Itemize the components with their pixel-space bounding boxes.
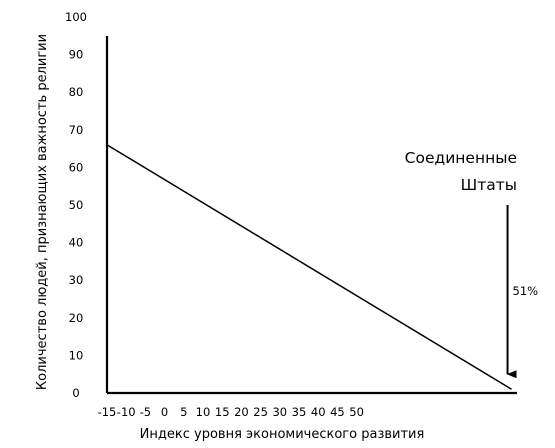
x-tick-label: 0 bbox=[161, 405, 168, 419]
x-tick-label: -15 bbox=[98, 405, 117, 419]
y-tick-label: 0 bbox=[72, 386, 79, 400]
series-group bbox=[106, 144, 512, 390]
annotation-text-line2: Штаты bbox=[461, 176, 517, 194]
x-tick-label: 30 bbox=[272, 405, 287, 419]
x-tick-label: 5 bbox=[180, 405, 187, 419]
y-tick-label: 10 bbox=[69, 348, 84, 362]
annotation-text-line1: Соединенные bbox=[405, 149, 517, 167]
y-tick-label: 40 bbox=[69, 236, 84, 250]
x-tick-label: 15 bbox=[215, 405, 230, 419]
y-tick-label: 60 bbox=[69, 160, 84, 174]
y-tick-label: 100 bbox=[65, 10, 87, 24]
annotation-value-label: 51% bbox=[513, 284, 539, 298]
x-tick-label: 10 bbox=[196, 405, 211, 419]
x-tick-label: 25 bbox=[253, 405, 268, 419]
x-tick-label: 35 bbox=[292, 405, 307, 419]
y-tick-label: 90 bbox=[69, 48, 84, 62]
y-tick-label: 50 bbox=[69, 198, 84, 212]
x-tick-label: 45 bbox=[330, 405, 345, 419]
y-tick-label: 70 bbox=[69, 123, 84, 137]
x-tick-label: 50 bbox=[349, 405, 364, 419]
x-tick-label: -5 bbox=[140, 405, 151, 419]
axes bbox=[105, 36, 517, 395]
x-tick-label: 40 bbox=[311, 405, 326, 419]
y-tick-label: 80 bbox=[69, 85, 84, 99]
y-tick-label: 30 bbox=[69, 273, 84, 287]
x-tick-label: -10 bbox=[117, 405, 136, 419]
x-axis-label: Индекс уровня экономического развития bbox=[140, 427, 425, 442]
y-axis-label: Количество людей, признающих важность ре… bbox=[35, 34, 50, 390]
y-tick-labels: 0 10 20 30 40 50 60 70 80 90 100 bbox=[65, 10, 87, 400]
series-line bbox=[106, 144, 512, 390]
x-tick-labels: -15 -10 -5 0 5 10 15 20 25 30 35 40 45 50 bbox=[98, 405, 364, 419]
y-tick-label: 20 bbox=[69, 311, 84, 325]
annotation-group: Соединенные Штаты 51% bbox=[405, 149, 539, 379]
x-tick-label: 20 bbox=[234, 405, 249, 419]
